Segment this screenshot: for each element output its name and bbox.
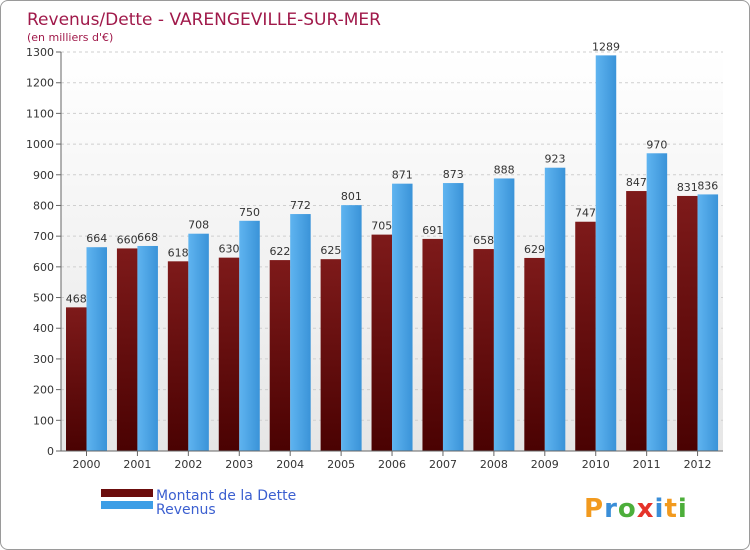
bar-dette [626,191,647,452]
value-label: 658 [473,234,494,247]
svg-text:Proxiti: Proxiti [584,494,688,524]
bar-revenus [544,167,566,451]
x-tick-label: 2004 [276,458,304,471]
x-axis: 2000 2001 2002 2003 2004 2005 2006 2007 2008 2009… [61,450,723,471]
bar-revenus [595,55,617,451]
value-label: 747 [575,207,596,220]
x-tick-label: 2002 [174,458,202,471]
value-label: 847 [626,176,647,189]
bar-revenus [239,220,260,451]
y-tick-label: 1000 [26,138,54,151]
value-label: 1289 [592,40,620,53]
x-tick-label: 2012 [684,458,712,471]
y-tick-label: 900 [33,169,54,182]
legend-swatch-debt [101,489,153,497]
x-tick-label: 2011 [633,458,661,471]
chart-title: Revenus/Dette - VARENGEVILLE-SUR-MER [27,10,381,30]
legend-label-debt: Montant de la Dette [156,488,296,504]
value-label: 831 [677,181,698,194]
legend-swatch-revenus [101,501,153,509]
value-label: 630 [219,243,240,256]
bar-dette [677,195,698,451]
bar-dette [269,260,291,451]
bar-dette [167,261,189,451]
bar-dette [116,248,138,451]
value-label: 625 [320,244,341,257]
x-tick-label: 2009 [531,458,559,471]
value-label: 888 [494,163,515,176]
bar-revenus [137,245,158,451]
bar-dette [371,234,393,451]
legend: Montant de la Dette Revenus [101,488,296,518]
proxiti-logo: Proxiti [584,494,688,524]
y-tick-label: 1200 [26,77,54,90]
bar-revenus [290,214,311,451]
bar-dette [422,238,443,451]
value-label: 750 [239,206,260,219]
bar-dette [524,257,545,451]
value-label: 629 [524,243,545,256]
value-label: 664 [86,232,107,245]
legend-label-revenus: Revenus [156,502,216,518]
y-tick-label: 1100 [26,107,54,120]
x-tick-label: 2000 [73,458,101,471]
y-tick-label: 500 [33,292,54,305]
bar-dette [66,307,87,451]
value-label: 772 [290,199,311,212]
y-axis: 0 100 200 300 400 500 600 700 800 900 1000 1100 1200… [26,46,62,458]
value-label: 668 [137,231,158,244]
y-tick-label: 200 [33,384,54,397]
value-label: 660 [117,233,138,246]
y-tick-label: 300 [33,353,54,366]
value-label: 873 [443,168,464,181]
x-tick-label: 2008 [480,458,508,471]
bar-revenus [646,153,668,452]
value-label: 836 [697,179,718,192]
x-tick-label: 2001 [123,458,151,471]
bar-revenus [697,194,719,452]
bar-dette [575,221,596,451]
y-tick-label: 600 [33,261,54,274]
bar-dette [218,257,240,451]
bar-revenus [188,233,209,451]
value-label: 691 [422,224,443,237]
x-tick-label: 2003 [225,458,253,471]
y-tick-label: 1300 [26,46,54,59]
value-label: 618 [168,246,189,259]
bar-revenus [86,247,107,451]
value-label: 705 [371,220,392,233]
value-label: 468 [66,292,87,305]
value-label: 871 [392,169,413,182]
bar-revenus [493,178,515,451]
bars [66,55,719,452]
value-label: 970 [646,138,667,151]
bar-revenus [341,205,362,451]
value-label: 923 [545,153,566,166]
value-label: 801 [341,190,362,203]
y-tick-label: 800 [33,199,54,212]
y-tick-label: 700 [33,230,54,243]
chart-subtitle: (en milliers d'€) [27,31,113,44]
x-tick-label: 2010 [582,458,610,471]
y-tick-label: 0 [47,445,54,458]
x-tick-label: 2005 [327,458,355,471]
y-tick-label: 100 [33,414,54,427]
bar-dette [320,259,342,451]
x-tick-label: 2006 [378,458,406,471]
value-labels: 468 664 660 668 618 708 630 750 622 772 625 801 705 8… [66,40,719,305]
bar-revenus [392,183,413,452]
y-tick-label: 400 [33,322,54,335]
value-label: 708 [188,219,209,232]
x-tick-label: 2007 [429,458,457,471]
value-label: 622 [269,245,290,258]
bar-revenus [442,183,464,451]
bar-dette [473,249,494,451]
